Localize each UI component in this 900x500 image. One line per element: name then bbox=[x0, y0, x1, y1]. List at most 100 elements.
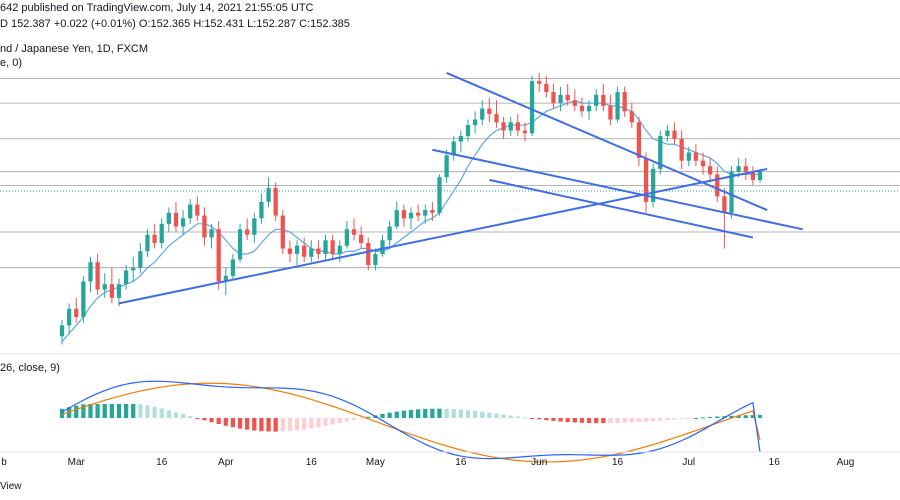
candle-body-43 bbox=[366, 243, 371, 265]
hist-bar-85 bbox=[665, 418, 670, 421]
candle-body-58 bbox=[472, 119, 478, 126]
candle-body-93 bbox=[722, 196, 727, 213]
hist-bar-80 bbox=[629, 418, 634, 423]
candle-body-84 bbox=[658, 136, 663, 169]
candle-body-67 bbox=[537, 81, 542, 84]
hist-bar-95 bbox=[736, 415, 741, 418]
hist-bar-81 bbox=[636, 418, 642, 423]
candle-body-20 bbox=[202, 215, 207, 238]
candle-body-42 bbox=[359, 234, 364, 244]
hist-bar-74 bbox=[586, 418, 592, 424]
hist-bar-10 bbox=[131, 404, 136, 418]
hist-bar-58 bbox=[472, 410, 478, 418]
candle-body-78 bbox=[615, 92, 620, 120]
candle-body-92 bbox=[715, 174, 720, 197]
candle-body-87 bbox=[679, 138, 684, 161]
candle-body-8 bbox=[116, 284, 122, 298]
hist-bar-31 bbox=[280, 418, 285, 432]
candle-body-64 bbox=[515, 122, 520, 131]
hist-bar-0 bbox=[59, 408, 65, 418]
publish-info: 642 published on TradingView.com, July 1… bbox=[0, 2, 314, 14]
symbol-suffix: D bbox=[0, 18, 8, 30]
hist-bar-9 bbox=[123, 404, 129, 418]
hist-bar-64 bbox=[515, 416, 520, 418]
candle-body-48 bbox=[401, 210, 407, 219]
quote-line: D 152.387 +0.022 (+0.01%) O:152.365 H:15… bbox=[0, 18, 350, 30]
hist-bar-79 bbox=[622, 418, 627, 423]
hist-bar-4 bbox=[88, 404, 93, 418]
candle-body-30 bbox=[273, 188, 278, 216]
candle-body-45 bbox=[380, 240, 385, 254]
trendlines[interactable] bbox=[118, 72, 803, 305]
candle-body-40 bbox=[344, 229, 350, 246]
footer-brand: View bbox=[0, 481, 22, 492]
hist-bar-56 bbox=[458, 409, 463, 418]
hist-bar-61 bbox=[494, 413, 499, 418]
high-value: 152.431 bbox=[204, 18, 245, 30]
hist-bar-21 bbox=[209, 418, 214, 423]
hist-bar-17 bbox=[180, 414, 186, 418]
hist-bar-27 bbox=[252, 418, 257, 431]
candle-body-86 bbox=[672, 130, 677, 139]
candle-body-65 bbox=[522, 130, 528, 134]
hist-bar-53 bbox=[437, 408, 442, 418]
candle-body-12 bbox=[145, 234, 150, 252]
hist-bar-11 bbox=[138, 404, 143, 418]
candle-body-66 bbox=[529, 81, 535, 134]
hist-bar-50 bbox=[415, 409, 421, 418]
price-change: +0.022 (+0.01%) bbox=[53, 18, 136, 30]
candle-body-71 bbox=[565, 94, 570, 101]
candle-body-90 bbox=[700, 160, 706, 167]
hist-bar-39 bbox=[337, 418, 342, 424]
candle-body-10 bbox=[131, 267, 136, 271]
hist-bar-34 bbox=[302, 418, 307, 430]
hist-bar-51 bbox=[423, 408, 428, 418]
hist-bar-36 bbox=[316, 418, 321, 428]
hist-bar-8 bbox=[116, 404, 122, 418]
hist-bar-71 bbox=[565, 418, 570, 423]
hist-bar-47 bbox=[394, 411, 399, 418]
hist-bar-63 bbox=[508, 415, 513, 418]
candle-body-36 bbox=[316, 248, 321, 254]
x-tick-3: Apr bbox=[218, 457, 234, 468]
hist-bar-25 bbox=[237, 418, 243, 429]
indicator-label: e, 0) bbox=[0, 57, 23, 69]
candle-body-11 bbox=[138, 251, 143, 268]
last-price: 152.387 bbox=[11, 18, 51, 30]
hist-bar-42 bbox=[359, 418, 364, 419]
candle-body-19 bbox=[195, 204, 200, 216]
hist-bar-77 bbox=[608, 418, 613, 424]
hist-bar-24 bbox=[230, 418, 236, 428]
hist-bar-62 bbox=[501, 414, 506, 418]
hist-bar-29 bbox=[266, 418, 271, 432]
candle-body-49 bbox=[408, 212, 414, 219]
hist-bar-22 bbox=[216, 418, 221, 425]
x-tick-4: 16 bbox=[306, 457, 318, 468]
hist-bar-65 bbox=[522, 417, 528, 419]
candle-body-74 bbox=[586, 105, 592, 112]
candle-body-82 bbox=[643, 157, 649, 202]
macd-histogram bbox=[59, 404, 763, 432]
low-value: 152.287 bbox=[256, 18, 297, 30]
candle-body-89 bbox=[693, 152, 699, 161]
ma-line bbox=[61, 99, 760, 343]
candle-body-16 bbox=[173, 212, 179, 227]
hist-bar-43 bbox=[366, 416, 371, 418]
candle-body-56 bbox=[458, 136, 463, 142]
x-tick-6: 16 bbox=[455, 457, 467, 468]
candle-body-75 bbox=[594, 94, 599, 106]
hist-bar-82 bbox=[643, 418, 649, 422]
x-tick-10: 16 bbox=[769, 457, 781, 468]
candle-body-27 bbox=[252, 218, 257, 235]
candle-body-51 bbox=[423, 210, 428, 216]
x-tick-1: Mar bbox=[68, 457, 86, 468]
hist-bar-60 bbox=[487, 412, 492, 418]
candle-body-69 bbox=[551, 92, 556, 104]
candle-body-77 bbox=[608, 105, 613, 120]
hist-bar-92 bbox=[715, 416, 720, 418]
candle-body-60 bbox=[487, 108, 492, 115]
candle-body-15 bbox=[166, 212, 171, 224]
hist-bar-98 bbox=[757, 414, 763, 418]
hist-bar-2 bbox=[74, 405, 79, 418]
